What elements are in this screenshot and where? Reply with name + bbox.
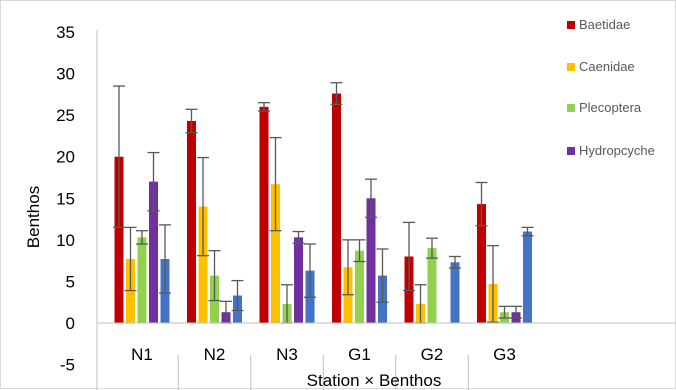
- bar: [332, 93, 341, 323]
- legend-label: Plecoptera: [579, 100, 642, 115]
- bar: [355, 250, 364, 323]
- bar: [523, 231, 532, 323]
- bar: [259, 106, 269, 323]
- y-tick-label: 10: [56, 231, 75, 250]
- y-tick-label: 20: [56, 148, 75, 167]
- y-tick-label: 0: [66, 314, 75, 333]
- y-tick-label: 35: [56, 23, 75, 42]
- legend-swatch: [567, 147, 575, 155]
- bar: [149, 181, 158, 323]
- legend-swatch: [567, 63, 575, 71]
- y-tick-label: 15: [56, 189, 75, 208]
- y-tick-label: 5: [66, 272, 75, 291]
- y-tick-label: 30: [56, 65, 75, 84]
- x-axis-title: Station × Benthos: [307, 371, 442, 390]
- bars: [114, 93, 532, 323]
- bar: [271, 184, 280, 323]
- x-axis: N1 N2 N3 G1 G2 G3: [97, 322, 675, 390]
- bar: [114, 156, 124, 323]
- legend: Baetidae Caenidae Plecoptera Hydropcyche: [567, 17, 655, 158]
- legend-label: Baetidae: [579, 17, 630, 32]
- y-tick-label: 25: [56, 106, 75, 125]
- y-tick-label: -5: [60, 356, 75, 375]
- bar: [198, 206, 208, 323]
- legend-swatch: [567, 104, 575, 112]
- x-tick-label: G3: [493, 345, 516, 364]
- x-tick-label: N3: [276, 345, 298, 364]
- legend-label: Hydropcyche: [579, 143, 655, 158]
- legend-swatch: [567, 21, 575, 29]
- bar: [427, 248, 437, 323]
- y-axis-title: Benthos: [24, 186, 43, 248]
- legend-label: Caenidae: [579, 59, 635, 74]
- x-tick-label: G1: [348, 345, 371, 364]
- error-bars: [113, 82, 534, 324]
- x-tick-label: G2: [421, 345, 444, 364]
- y-axis: -5 0 5 10 15 20 25 30 35: [56, 23, 98, 390]
- bar: [477, 204, 486, 323]
- bar: [137, 237, 147, 323]
- x-tick-label: N2: [204, 345, 226, 364]
- bar: [294, 237, 303, 323]
- x-tick-label: N1: [131, 345, 153, 364]
- bar: [366, 198, 376, 323]
- bar: [187, 120, 196, 323]
- bar: [450, 262, 460, 323]
